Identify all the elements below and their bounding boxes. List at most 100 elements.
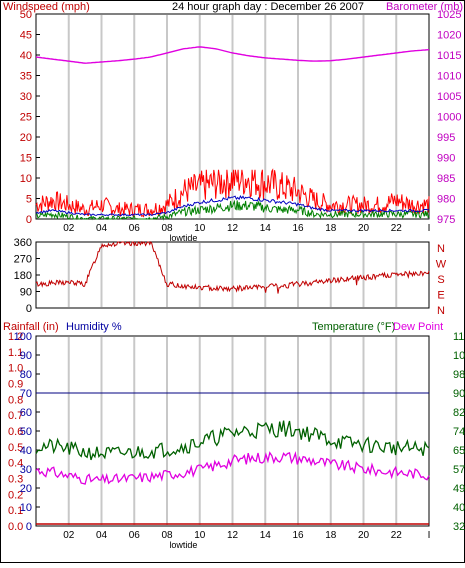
top-x-tick-label: 08 <box>161 223 173 234</box>
climate-series <box>35 392 430 525</box>
windspeed-axis-title: Windspeed (mph) <box>3 1 90 13</box>
bottom-x-tick-label: 10 <box>194 530 206 541</box>
top-x-tick-label: 22 <box>391 223 403 234</box>
barometer-y-tick-label: 1005 <box>437 91 461 103</box>
rainfall-y-tick-label: 1.0 <box>8 363 23 375</box>
top-x-tick-label: 10 <box>194 223 206 234</box>
wind-y-tick-label: 10 <box>20 173 32 185</box>
top-x-tick-label: I <box>428 223 431 234</box>
bottom-x-tick-label: 08 <box>161 530 173 541</box>
temperature-y-tick-label: 90 <box>453 388 465 400</box>
barometer-y-tick-label: 1000 <box>437 112 461 124</box>
wind-gust-line <box>35 168 430 218</box>
direction-series <box>35 240 430 294</box>
humidity-y-tick-label: 60 <box>20 407 32 419</box>
rainfall-y-tick-label: 1.1 <box>8 347 23 359</box>
bottom-x-tick-label: 02 <box>63 530 75 541</box>
rainfall-y-tick-label: 0.9 <box>8 379 23 391</box>
barometer-axis-title: Barometer (mb) <box>386 1 463 13</box>
bottom-x-tick-label: 12 <box>227 530 239 541</box>
humidity-y-tick-label: 90 <box>20 350 32 362</box>
direction-y-tick-label: 360 <box>14 237 32 249</box>
wind-y-tick-label: 20 <box>20 132 32 144</box>
wind-y-tick-label: 35 <box>20 71 32 83</box>
chart-title: 24 hour graph day : December 26 2007 <box>172 1 364 13</box>
rainfall-y-tick-label: 0.2 <box>8 489 23 501</box>
temperature-y-tick-label: 57 <box>453 464 465 476</box>
grid-lines <box>36 15 398 525</box>
bottom-x-tick-label: 04 <box>96 530 108 541</box>
barometer-y-tick-label: 985 <box>437 173 455 185</box>
barometer-y-tick-label: 995 <box>437 132 455 144</box>
wind-y-tick-label: 30 <box>20 91 32 103</box>
barometer-y-tick-label: 1010 <box>437 71 461 83</box>
humidity-y-tick-label: 100 <box>14 331 32 343</box>
barometer-y-tick-label: 1025 <box>437 9 461 21</box>
humidity-y-tick-label: 70 <box>20 388 32 400</box>
humidity-y-tick-label: 80 <box>20 369 32 381</box>
barometer-y-tick-label: 980 <box>437 194 455 206</box>
top-x-tick-label: 16 <box>292 223 304 234</box>
humidity-y-tick-label: 50 <box>20 426 32 438</box>
rainfall-y-tick-label: 0.7 <box>8 410 23 422</box>
temperature-y-tick-label: 115 <box>453 331 465 343</box>
barometer-y-tick-label: 1015 <box>437 50 461 62</box>
dewpoint-line <box>35 451 430 485</box>
temperature-y-tick-label: 49 <box>453 483 465 495</box>
compass-label: S <box>437 274 444 286</box>
temperature-line <box>35 420 430 461</box>
direction-y-tick-label: 270 <box>14 254 32 266</box>
rainfall-axis-title: Rainfall (in) <box>3 321 59 333</box>
dewpoint-axis-title: Dew Point <box>393 321 443 333</box>
wind-average-line <box>35 195 430 217</box>
wind-series <box>35 46 430 221</box>
direction-y-tick-label: 180 <box>14 270 32 282</box>
bottom-x-tick-label: 14 <box>260 530 272 541</box>
humidity-y-tick-label: 40 <box>20 445 32 457</box>
bottom-x-tick-label: I <box>428 530 431 541</box>
wind-y-tick-label: 25 <box>20 112 32 124</box>
wind-y-tick-label: 45 <box>20 30 32 42</box>
temperature-y-tick-label: 82 <box>453 407 465 419</box>
bottom-x-tick-label: 16 <box>292 530 304 541</box>
top-x-tick-label: 20 <box>358 223 370 234</box>
rainfall-y-tick-label: 0.8 <box>8 394 23 406</box>
compass-label: N <box>437 305 445 317</box>
top-lowtide-marker: lowtide <box>169 233 197 243</box>
humidity-y-tick-label: 10 <box>20 502 32 514</box>
barometer-y-tick-label: 975 <box>437 214 455 226</box>
direction-y-tick-label: 0 <box>26 303 32 315</box>
top-x-tick-label: 12 <box>227 223 239 234</box>
temperature-y-tick-label: 40 <box>453 502 465 514</box>
top-x-tick-label: 06 <box>129 223 141 234</box>
compass-label: N <box>437 243 445 255</box>
compass-label: E <box>437 290 444 302</box>
bottom-x-tick-label: 20 <box>358 530 370 541</box>
rainfall-y-tick-label: 0.6 <box>8 426 23 438</box>
bottom-x-tick-label: 18 <box>325 530 337 541</box>
barometer-y-tick-label: 990 <box>437 153 455 165</box>
wind-y-tick-label: 0 <box>26 214 32 226</box>
temperature-axis-title: Temperature (°F) <box>312 321 395 333</box>
top-x-tick-label: 02 <box>63 223 75 234</box>
wind-direction-line <box>35 240 430 294</box>
wind-y-tick-label: 40 <box>20 50 32 62</box>
compass-label: W <box>436 259 447 271</box>
bottom-x-tick-label: 06 <box>129 530 141 541</box>
humidity-axis-title: Humidity % <box>66 321 122 333</box>
temperature-y-tick-label: 32 <box>453 521 465 533</box>
barometer-line <box>35 46 430 64</box>
temperature-y-tick-label: 74 <box>453 426 465 438</box>
direction-y-tick-label: 90 <box>20 287 32 299</box>
temperature-y-tick-label: 107 <box>453 350 465 362</box>
wind-y-tick-label: 50 <box>20 9 32 21</box>
barometer-y-tick-label: 1020 <box>437 30 461 42</box>
top-x-tick-label: 14 <box>260 223 272 234</box>
rainfall-y-tick-label: 0.3 <box>8 474 23 486</box>
rainfall-y-tick-label: 0.4 <box>8 458 23 470</box>
humidity-y-tick-label: 20 <box>20 483 32 495</box>
wind-y-tick-label: 15 <box>20 153 32 165</box>
